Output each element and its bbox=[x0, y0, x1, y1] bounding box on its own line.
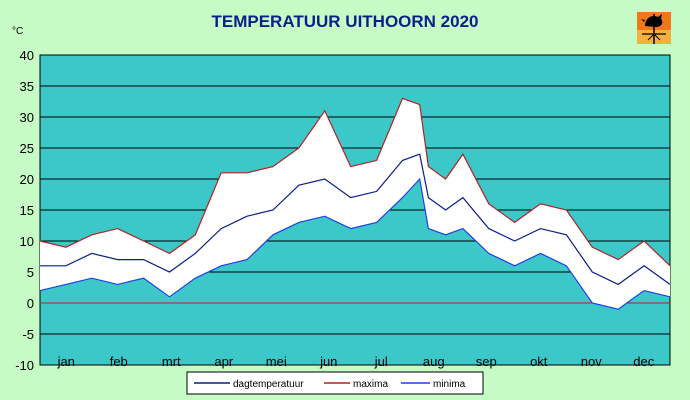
series-line-minima bbox=[39, 177, 671, 310]
x-tick-label: apr bbox=[214, 354, 233, 369]
x-tick-label: feb bbox=[110, 354, 128, 369]
x-tick-label: okt bbox=[530, 354, 548, 369]
series-line-dagtemperatuur bbox=[40, 153, 671, 286]
x-tick-label: mei bbox=[266, 354, 287, 369]
y-tick-label: 15 bbox=[20, 203, 34, 218]
y-tick-label: 10 bbox=[20, 234, 34, 249]
min-max-band bbox=[40, 98, 670, 310]
legend-label-minima: minima bbox=[433, 379, 466, 390]
x-tick-label: jan bbox=[57, 354, 75, 369]
y-tick-labels: 40 35 30 25 20 15 10 5 0 -5 -10 bbox=[15, 48, 34, 373]
x-tick-label: jun bbox=[319, 354, 337, 369]
x-tick-labels: jan feb mrt apr mei jun jul aug sep okt nov dec bbox=[57, 354, 655, 369]
series-line-maxima bbox=[39, 97, 671, 267]
y-tick-label: 5 bbox=[27, 265, 34, 280]
x-tick-label: sep bbox=[476, 354, 497, 369]
y-tick-label: 35 bbox=[20, 79, 34, 94]
y-tick-label: 25 bbox=[20, 141, 34, 156]
y-tick-label: 30 bbox=[20, 110, 34, 125]
legend-label-dagtemperatuur: dagtemperatuur bbox=[233, 379, 304, 390]
legend-label-maxima: maxima bbox=[353, 379, 388, 390]
y-tick-label: -5 bbox=[22, 327, 34, 342]
x-tick-label: dec bbox=[633, 354, 654, 369]
y-tick-label: 0 bbox=[27, 296, 34, 311]
y-tick-label: 40 bbox=[20, 48, 34, 63]
gridlines bbox=[40, 85, 670, 335]
legend: dagtemperatuur maxima minima bbox=[186, 371, 484, 395]
logo-icon bbox=[637, 12, 671, 44]
x-tick-label: mrt bbox=[162, 354, 181, 369]
x-tick-label: jul bbox=[374, 354, 388, 369]
y-tick-label: 20 bbox=[20, 172, 34, 187]
chart-title: TEMPERATUUR UITHOORN 2020 bbox=[212, 12, 479, 31]
y-axis-unit: °C bbox=[12, 26, 23, 37]
x-tick-label: nov bbox=[581, 354, 602, 369]
x-tick-label: aug bbox=[423, 354, 445, 369]
series-lines bbox=[39, 97, 671, 310]
y-tick-label: -10 bbox=[15, 358, 34, 373]
